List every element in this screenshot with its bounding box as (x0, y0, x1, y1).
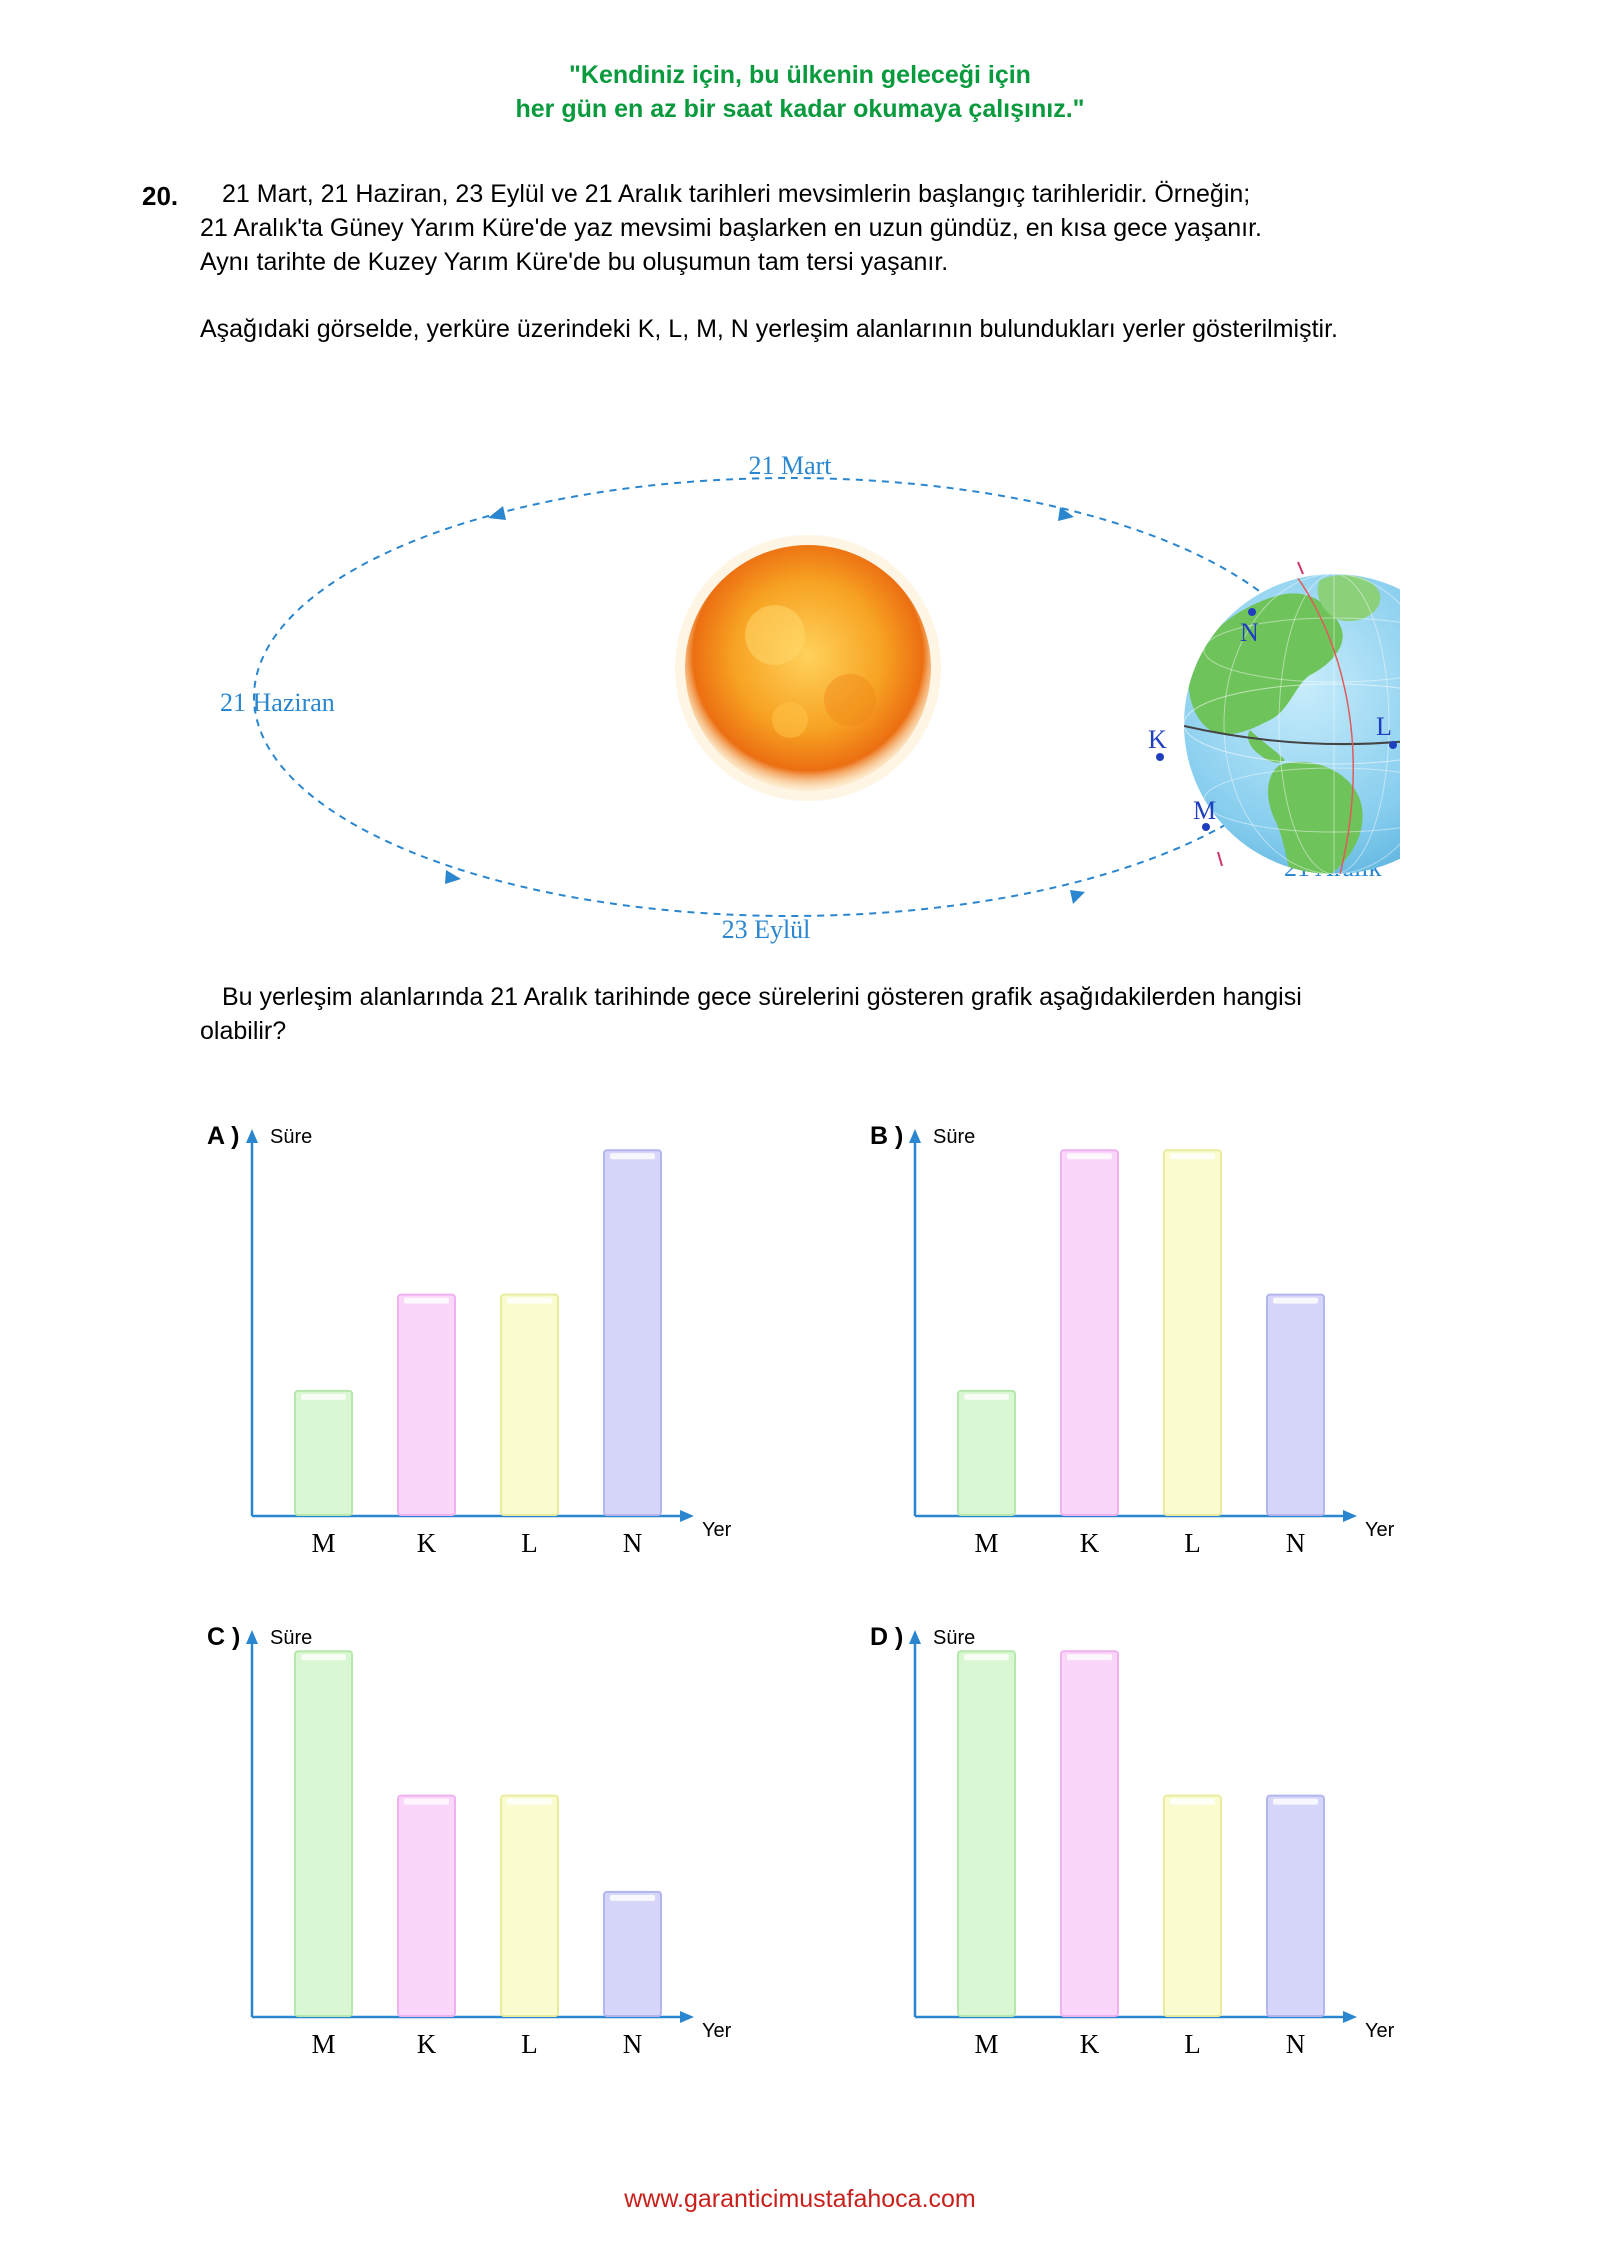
bar-highlight (1273, 1798, 1318, 1805)
bar-highlight (507, 1297, 552, 1304)
point-k-dot (1156, 753, 1164, 761)
point-l-dot (1389, 741, 1397, 749)
x-axis-arrow-icon (680, 1510, 694, 1522)
x-axis-label: Yer (1365, 2020, 1395, 2042)
x-axis-label: Yer (702, 2020, 732, 2042)
question-number: 20. (142, 181, 179, 211)
bar-m (957, 1389, 1016, 1516)
bar-highlight (1170, 1798, 1215, 1805)
intro-line-2: 21 Aralık'ta Güney Yarım Küre'de yaz mev… (200, 214, 1262, 242)
motto-line-2: her gün en az bir saat kadar okumaya çal… (515, 95, 1085, 123)
bar-highlight (610, 1153, 655, 1160)
point-m-label: M (1193, 796, 1216, 825)
bar-k (1060, 1149, 1119, 1516)
option-label: D ) (870, 1623, 903, 1651)
bar-highlight (610, 1894, 655, 1901)
bar-l (1163, 1149, 1222, 1516)
bar-k (397, 1794, 456, 2017)
footer-url: www.garanticimustafahoca.com (624, 2185, 976, 2213)
point-m-dot (1202, 823, 1210, 831)
bar-highlight (404, 1297, 449, 1304)
bar-highlight (964, 1393, 1009, 1400)
label-21-mart: 21 Mart (748, 451, 832, 480)
bar-n (603, 1890, 662, 2017)
tick-label-k: K (1080, 1528, 1100, 1558)
bar-n (603, 1149, 662, 1516)
bar-highlight (301, 1393, 346, 1400)
x-axis-label: Yer (702, 1519, 732, 1541)
bar-highlight (404, 1798, 449, 1805)
prompt-line-2: olabilir? (200, 1017, 287, 1045)
y-axis-label: Süre (933, 1126, 975, 1148)
tick-label-l: L (521, 1528, 538, 1558)
motto: "Kendiniz için, bu ülkenin geleceği için… (0, 58, 1600, 126)
orbit-arrow-icon (488, 506, 506, 520)
figure-caption: Aşağıdaki görselde, yerküre üzerindeki K… (200, 315, 1338, 343)
y-axis-label: Süre (270, 1627, 312, 1649)
bar-k (1060, 1650, 1119, 2017)
tick-label-n: N (623, 2029, 643, 2059)
bar-highlight (507, 1798, 552, 1805)
tick-label-l: L (1184, 2029, 1201, 2059)
tick-label-m: M (974, 2029, 998, 2059)
bar-highlight (964, 1654, 1009, 1661)
bar-highlight (301, 1654, 346, 1661)
orbit-arrow-icon (445, 870, 461, 884)
tick-label-n: N (623, 1528, 643, 1558)
bar-n (1266, 1293, 1325, 1516)
bar-n (1266, 1794, 1325, 2017)
x-axis-label: Yer (1365, 1519, 1395, 1541)
y-axis-arrow-icon (909, 1129, 921, 1143)
intro-line-3: Aynı tarihte de Kuzey Yarım Küre'de bu o… (200, 248, 949, 276)
option-label: A ) (207, 1122, 239, 1150)
y-axis-label: Süre (933, 1627, 975, 1649)
tick-label-k: K (417, 1528, 437, 1558)
y-axis-arrow-icon (246, 1129, 258, 1143)
x-axis-arrow-icon (680, 2011, 694, 2023)
label-21-haziran: 21 Haziran (220, 688, 335, 717)
y-axis-label: Süre (270, 1126, 312, 1148)
bar-highlight (1273, 1297, 1318, 1304)
option-label: C ) (207, 1623, 240, 1651)
point-l-label: L (1376, 712, 1392, 741)
point-k-label: K (1148, 725, 1167, 754)
tick-label-l: L (521, 2029, 538, 2059)
tick-label-l: L (1184, 1528, 1201, 1558)
bar-l (1163, 1794, 1222, 2017)
intro-line-1: 21 Mart, 21 Haziran, 23 Eylül ve 21 Aral… (222, 180, 1251, 208)
prompt-line-1: Bu yerleşim alanlarında 21 Aralık tarihi… (222, 983, 1302, 1011)
x-axis-arrow-icon (1343, 2011, 1357, 2023)
tick-label-n: N (1286, 1528, 1306, 1558)
label-23-eylul: 23 Eylül (722, 915, 811, 944)
y-axis-arrow-icon (246, 1630, 258, 1644)
orbit-arrow-icon (1070, 890, 1085, 904)
bar-highlight (1067, 1153, 1112, 1160)
x-axis-arrow-icon (1343, 1510, 1357, 1522)
bar-k (397, 1293, 456, 1516)
bar-highlight (1170, 1153, 1215, 1160)
tick-label-m: M (311, 1528, 335, 1558)
bar-l (500, 1293, 559, 1516)
orbit-diagram: 21 Mart 21 Haziran 23 Eylül 21 Aralık (220, 451, 1400, 944)
option-label: B ) (870, 1122, 903, 1150)
tick-label-m: M (974, 1528, 998, 1558)
sun-icon (675, 535, 941, 801)
bar-l (500, 1794, 559, 2017)
motto-line-1: "Kendiniz için, bu ülkenin geleceği için (569, 61, 1031, 89)
orbit-arrow-icon (1058, 507, 1074, 521)
tick-label-m: M (311, 2029, 335, 2059)
bar-highlight (1067, 1654, 1112, 1661)
point-n-label: N (1240, 618, 1259, 647)
tick-label-k: K (1080, 2029, 1100, 2059)
bar-m (294, 1389, 353, 1516)
bar-m (294, 1650, 353, 2017)
tick-label-k: K (417, 2029, 437, 2059)
tick-label-n: N (1286, 2029, 1306, 2059)
bar-m (957, 1650, 1016, 2017)
earth-globe-icon (1184, 561, 1400, 874)
y-axis-arrow-icon (909, 1630, 921, 1644)
point-n-dot (1248, 608, 1256, 616)
